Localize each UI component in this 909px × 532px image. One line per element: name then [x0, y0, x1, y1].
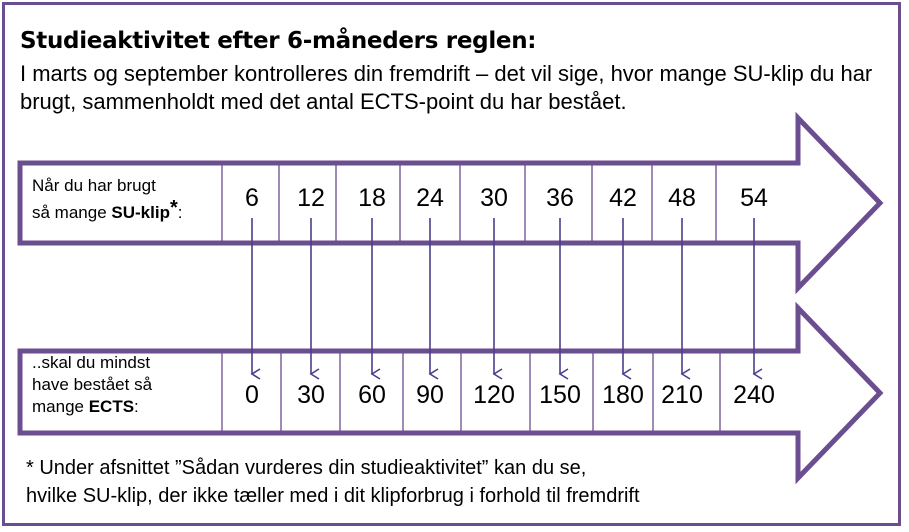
su-klip-row-label: Når du har brugt så mange SU-klip*:	[32, 175, 182, 224]
su-klip-arrow-shape	[17, 111, 884, 295]
su-klip-value: 42	[609, 184, 637, 212]
ects-value: 150	[539, 381, 581, 409]
su-klip-value: 12	[297, 184, 325, 212]
ects-value: 240	[733, 381, 775, 409]
su-klip-label-star: *	[169, 197, 178, 219]
ects-label-colon: :	[134, 397, 139, 416]
su-klip-label-line2: så mange	[32, 203, 112, 222]
ects-value: 60	[358, 381, 386, 409]
ects-label-line3: mange	[32, 397, 89, 416]
info-box-frame	[2, 2, 901, 526]
ects-arrow-shape	[17, 301, 884, 485]
footnote-line1: * Under afsnittet ”Sådan vurderes din st…	[26, 457, 587, 479]
su-klip-value: 6	[245, 184, 259, 212]
su-klip-value: 36	[546, 184, 574, 212]
su-klip-value: 54	[740, 184, 768, 212]
ects-row-label: ..skal du mindst have bestået så mange E…	[32, 352, 152, 418]
ects-value: 30	[297, 381, 325, 409]
ects-label-line2: have bestået så	[32, 375, 153, 394]
ects-value: 90	[416, 381, 444, 409]
su-klip-label-colon: :	[177, 203, 183, 222]
ects-label-line1: ..skal du mindst	[32, 353, 151, 372]
ects-value: 210	[661, 381, 703, 409]
su-klip-value: 30	[480, 184, 508, 212]
ects-value: 180	[602, 381, 644, 409]
footnote: * Under afsnittet ”Sådan vurderes din st…	[26, 454, 886, 510]
su-klip-value: 48	[668, 184, 696, 212]
ects-value: 0	[245, 381, 259, 409]
su-klip-label-bold: SU-klip	[111, 203, 170, 222]
su-klip-value: 24	[416, 184, 444, 212]
su-klip-label-line1: Når du har brugt	[32, 176, 156, 195]
ects-value: 120	[473, 381, 515, 409]
intro-text: I marts og september kontrolleres din fr…	[20, 61, 873, 114]
su-klip-value: 18	[358, 184, 386, 212]
footnote-line2: hvilke SU-klip, der ikke tæller med i di…	[26, 485, 640, 507]
page-title: Studieaktivitet efter 6-måneders reglen:	[20, 28, 537, 54]
ects-label-bold: ECTS	[88, 397, 135, 416]
